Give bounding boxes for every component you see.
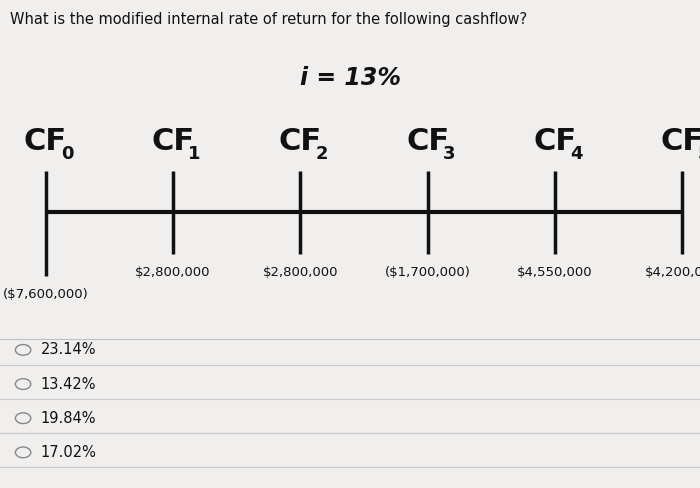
Text: $2,800,000: $2,800,000 [262,266,338,279]
Text: 19.84%: 19.84% [41,411,96,426]
Text: 1: 1 [188,144,201,163]
Text: 5: 5 [698,144,700,163]
Text: CF: CF [279,127,322,156]
Text: 17.02%: 17.02% [41,445,97,460]
Text: $4,200,000: $4,200,000 [645,266,700,279]
Text: CF: CF [406,127,449,156]
Text: 13.42%: 13.42% [41,377,96,391]
Text: ($1,700,000): ($1,700,000) [385,266,470,279]
Text: CF: CF [24,127,67,156]
Text: 0: 0 [61,144,74,163]
Text: CF: CF [661,127,700,156]
Text: ($7,600,000): ($7,600,000) [3,288,88,301]
Text: i = 13%: i = 13% [300,66,400,90]
Text: $2,800,000: $2,800,000 [135,266,211,279]
Text: What is the modified internal rate of return for the following cashflow?: What is the modified internal rate of re… [10,12,528,27]
Text: $4,550,000: $4,550,000 [517,266,593,279]
Text: CF: CF [533,127,577,156]
Text: 3: 3 [443,144,456,163]
Text: 23.14%: 23.14% [41,343,96,357]
Text: CF: CF [151,127,195,156]
Text: 4: 4 [570,144,583,163]
Text: 2: 2 [316,144,328,163]
